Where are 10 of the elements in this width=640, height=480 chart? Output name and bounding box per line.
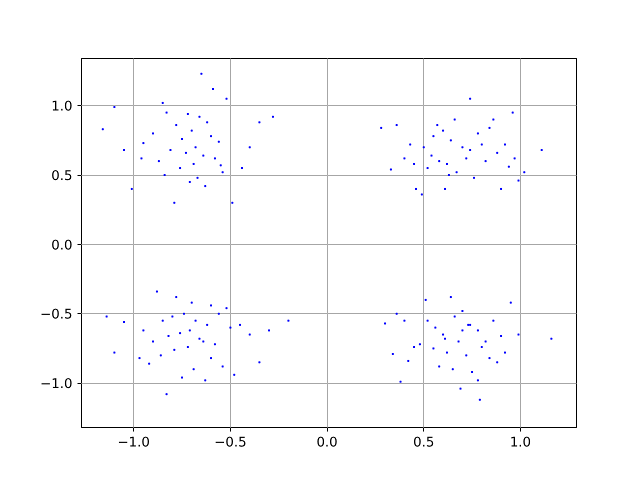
x-tick-label: −0.5 [214,436,247,450]
x-tick-label: 0.5 [413,436,434,450]
y-tick-label: 1.0 [51,100,73,115]
y-tick-label: 0.5 [51,169,73,184]
y-tick-label: −0.5 [40,308,73,323]
x-tick-label: 1.0 [510,436,532,450]
x-tick-label: −1.0 [118,436,150,450]
y-tick-label: 0.0 [51,238,73,254]
y-tick-label: −1.0 [40,377,73,392]
x-tick-label: 0.0 [316,436,338,450]
